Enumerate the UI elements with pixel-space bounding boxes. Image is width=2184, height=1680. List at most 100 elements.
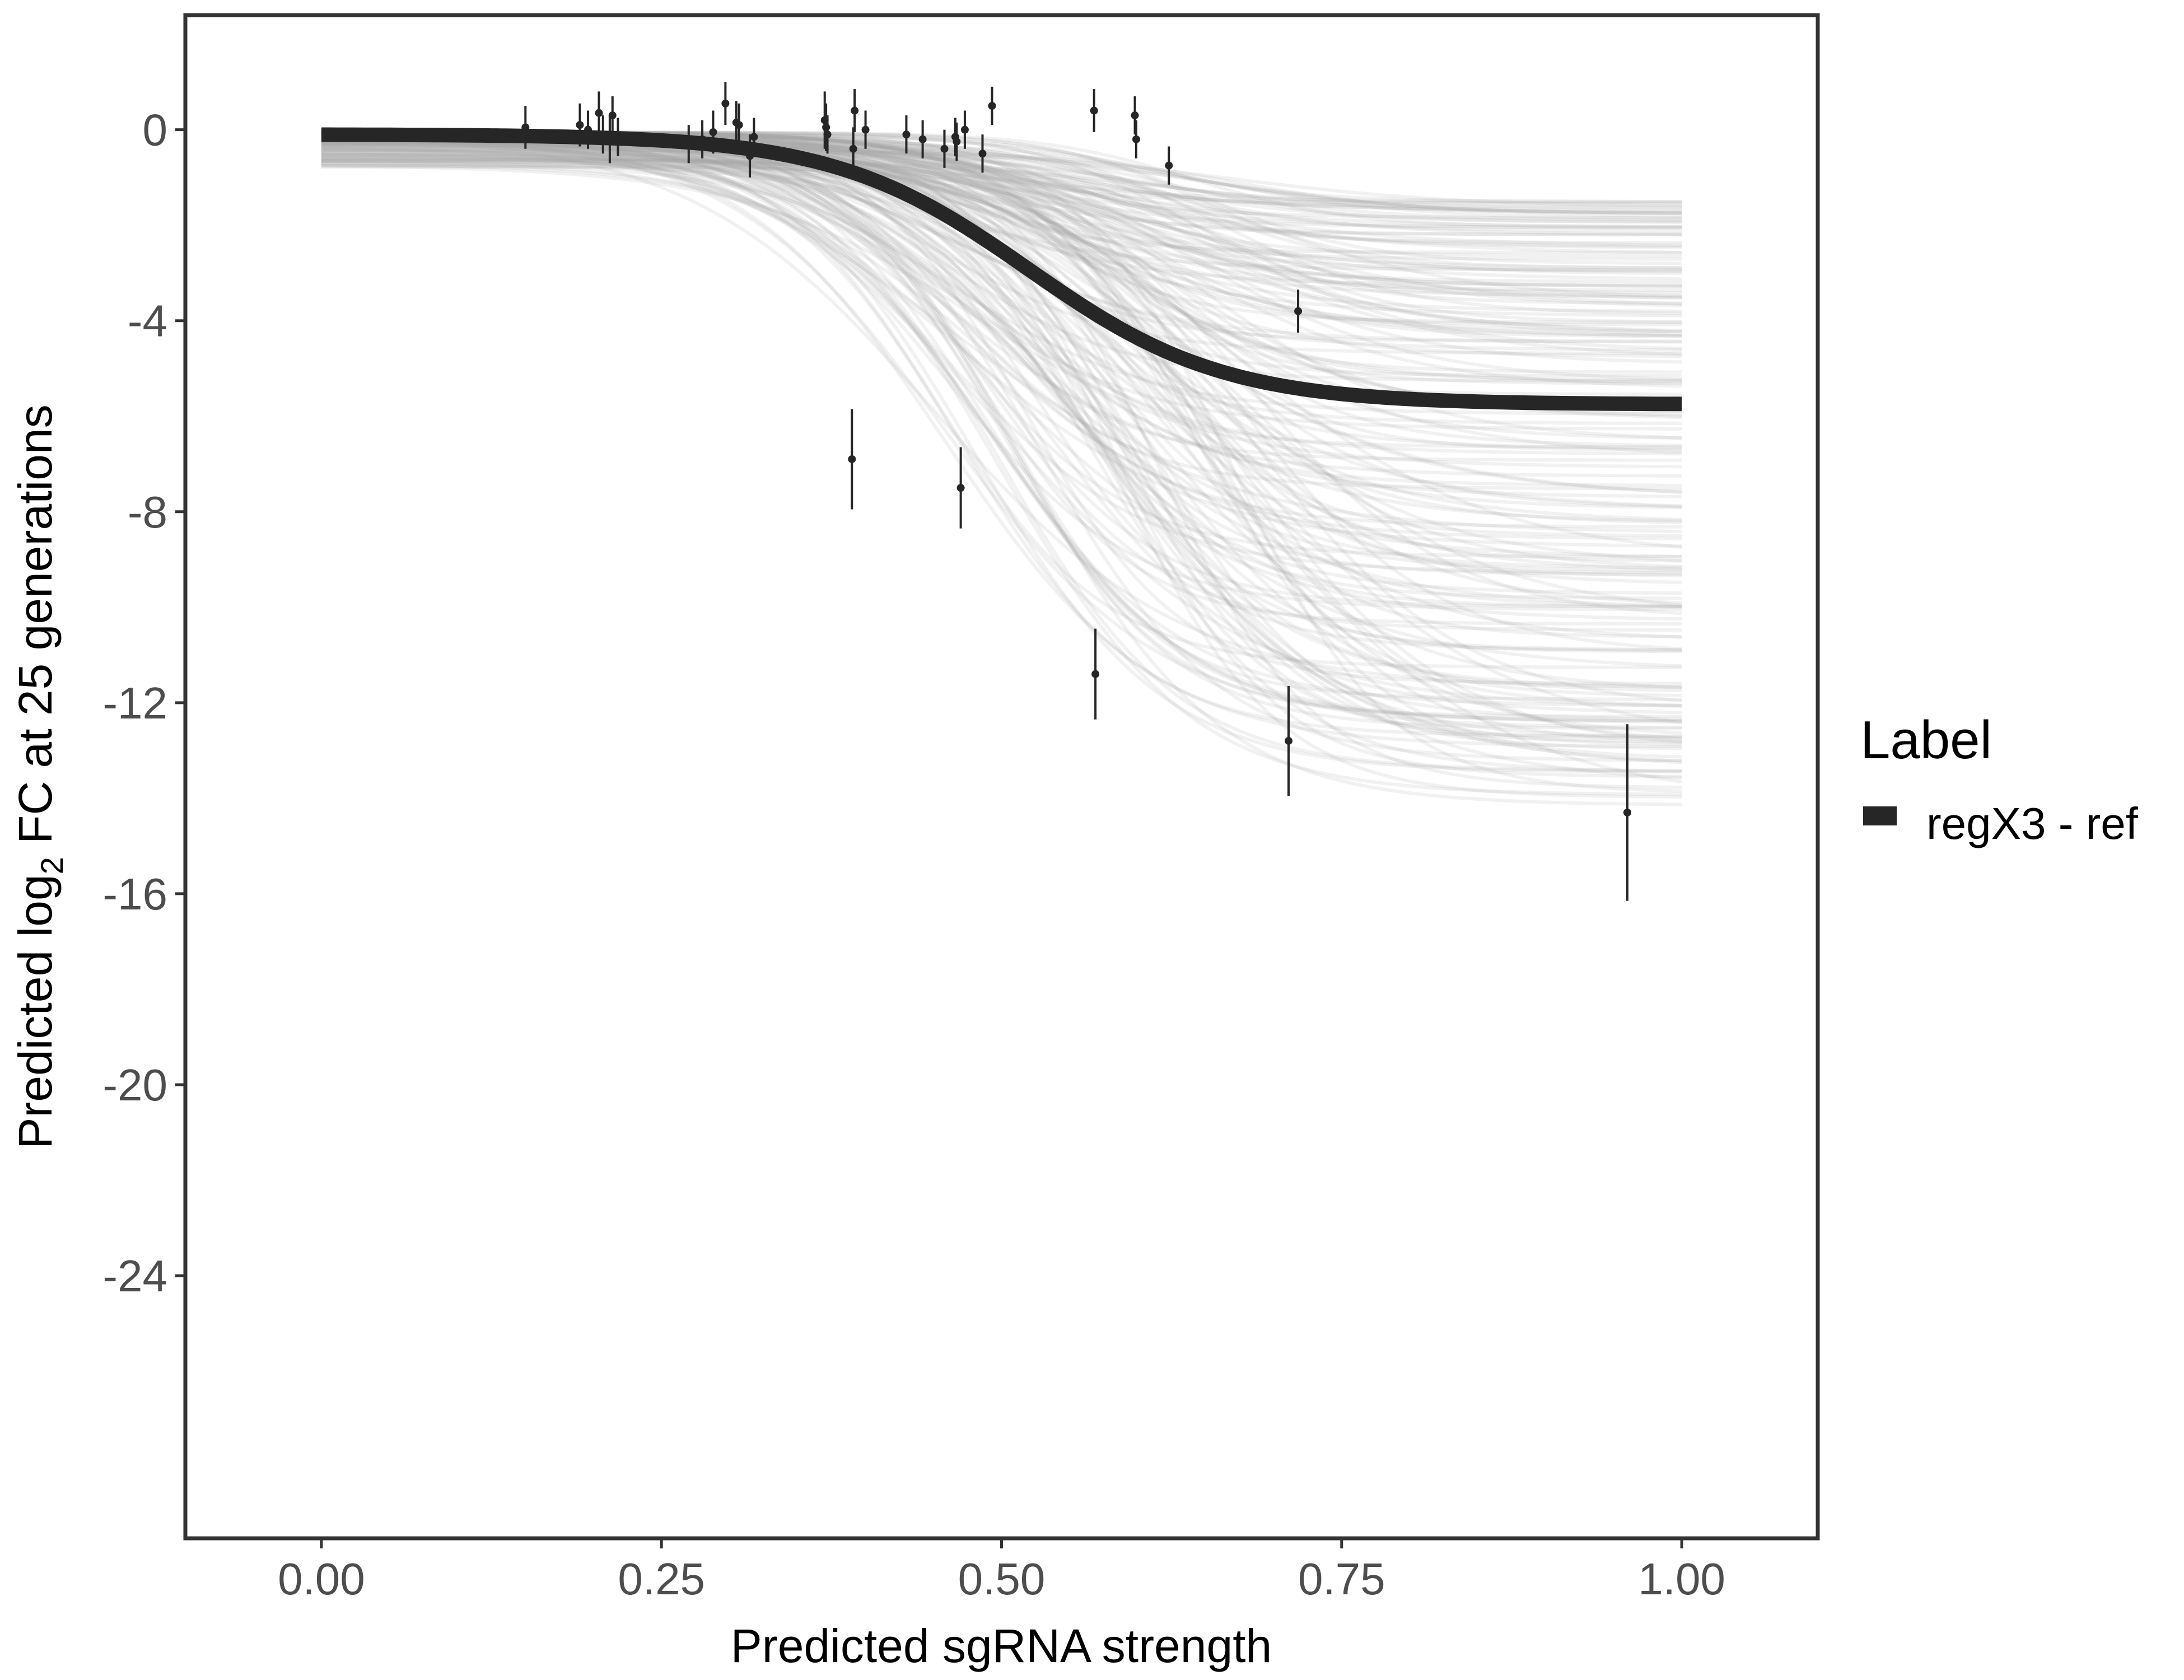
point-marker	[595, 109, 603, 117]
x-tick-label: 0.00	[278, 1554, 365, 1604]
main-curve-line	[321, 127, 1682, 412]
posterior-draw-line	[321, 159, 1682, 584]
posterior-draw-line	[321, 141, 1682, 730]
posterior-draw-line	[321, 144, 1682, 355]
y-tick-label: -16	[102, 869, 167, 919]
data-point	[1090, 89, 1098, 132]
posterior-draw-line	[321, 156, 1682, 228]
posterior-draw-line	[321, 142, 1682, 237]
posterior-draw-line	[321, 146, 1682, 218]
posterior-draw-line	[321, 150, 1682, 214]
posterior-draw-line	[321, 157, 1682, 213]
data-point	[823, 115, 832, 154]
x-tick-label: 1.00	[1638, 1554, 1725, 1604]
posterior-draw-line	[321, 139, 1682, 558]
x-tick-label: 0.50	[958, 1554, 1046, 1604]
data-point	[1294, 290, 1303, 333]
posterior-draw-line	[321, 134, 1682, 748]
posterior-draw-line	[321, 159, 1682, 721]
posterior-draw-line	[321, 157, 1682, 452]
posterior-draw-line	[321, 152, 1682, 364]
data-point	[608, 96, 617, 135]
posterior-draw-line	[321, 141, 1682, 261]
posterior-draw-line	[321, 156, 1682, 356]
posterior-draw-line	[321, 151, 1682, 388]
posterior-draw-line	[321, 137, 1682, 780]
data-point	[918, 120, 927, 158]
data-point	[1132, 120, 1140, 158]
y-axis-title-prefix: Predicted log	[9, 874, 62, 1149]
posterior-draw-line	[321, 146, 1682, 288]
point-marker	[614, 133, 622, 141]
data-point	[902, 115, 911, 154]
posterior-draws	[321, 130, 1682, 806]
point-marker	[709, 128, 717, 136]
point-marker	[750, 133, 758, 141]
point-marker	[521, 123, 530, 132]
posterior-draw-line	[321, 152, 1682, 431]
posterior-draw-line	[321, 142, 1682, 212]
posterior-draw-line	[321, 133, 1682, 708]
point-marker	[978, 150, 987, 158]
point-marker	[1165, 161, 1173, 170]
main-curve-layer	[321, 127, 1682, 412]
posterior-draw-line	[321, 146, 1682, 621]
point-marker	[849, 144, 857, 153]
y-axis-title-suffix: FC at 25 generations	[9, 404, 62, 857]
point-marker	[698, 135, 707, 143]
point-marker	[822, 123, 830, 132]
posterior-draw-line	[321, 162, 1682, 324]
y-axis-ticks: 0 -4 -8 -12 -16 -20 -24	[102, 105, 185, 1301]
point-marker	[956, 484, 965, 492]
posterior-draw-line	[321, 138, 1682, 669]
posterior-draw-line	[321, 134, 1682, 575]
y-tick-label: -4	[128, 296, 167, 346]
point-marker	[861, 125, 870, 134]
data-point	[849, 127, 857, 171]
point-marker	[746, 152, 754, 160]
data-point	[1165, 146, 1173, 185]
posterior-draw-line	[321, 156, 1682, 529]
data-point	[1285, 685, 1293, 796]
point-marker	[851, 106, 859, 115]
data-point	[614, 118, 622, 156]
data-point	[848, 409, 856, 510]
data-point	[1623, 724, 1631, 901]
point-marker	[1090, 106, 1098, 115]
data-point	[956, 447, 965, 529]
data-point	[709, 110, 717, 154]
posterior-draw-line	[321, 146, 1682, 576]
point-marker	[902, 130, 911, 139]
data-point	[684, 125, 693, 164]
y-tick-label: 0	[143, 105, 168, 155]
posterior-draw-line	[321, 156, 1682, 272]
posterior-draw-line	[321, 164, 1682, 382]
data-point	[750, 118, 758, 156]
data-point	[953, 122, 961, 161]
posterior-draw-line	[321, 155, 1682, 652]
posterior-draw-line	[321, 162, 1682, 773]
x-tick-label: 0.25	[618, 1554, 705, 1604]
posterior-draw-line	[321, 159, 1682, 281]
posterior-draw-line	[321, 134, 1682, 533]
point-marker	[953, 137, 961, 146]
point-marker	[1623, 808, 1631, 816]
posterior-draw-line	[321, 137, 1682, 774]
posterior-draw-line	[321, 144, 1682, 799]
x-axis-title: Predicted sgRNA strength	[731, 1620, 1272, 1672]
posterior-draw-line	[321, 143, 1682, 639]
point-marker	[1131, 111, 1139, 120]
posterior-draw-line	[321, 142, 1682, 746]
point-marker	[1091, 670, 1100, 678]
legend: Label regX3 - ref	[1860, 710, 2139, 848]
point-marker	[721, 99, 730, 108]
posterior-draw-line	[321, 155, 1682, 562]
posterior-draw-line	[321, 159, 1682, 763]
x-axis-ticks: 0.00 0.25 0.50 0.75 1.00	[278, 1538, 1725, 1604]
x-tick-label: 0.75	[1298, 1554, 1385, 1604]
data-point	[940, 129, 949, 168]
posterior-draw-line	[321, 151, 1682, 772]
data-point	[861, 110, 870, 149]
point-marker	[823, 130, 832, 139]
data-point	[521, 106, 530, 149]
